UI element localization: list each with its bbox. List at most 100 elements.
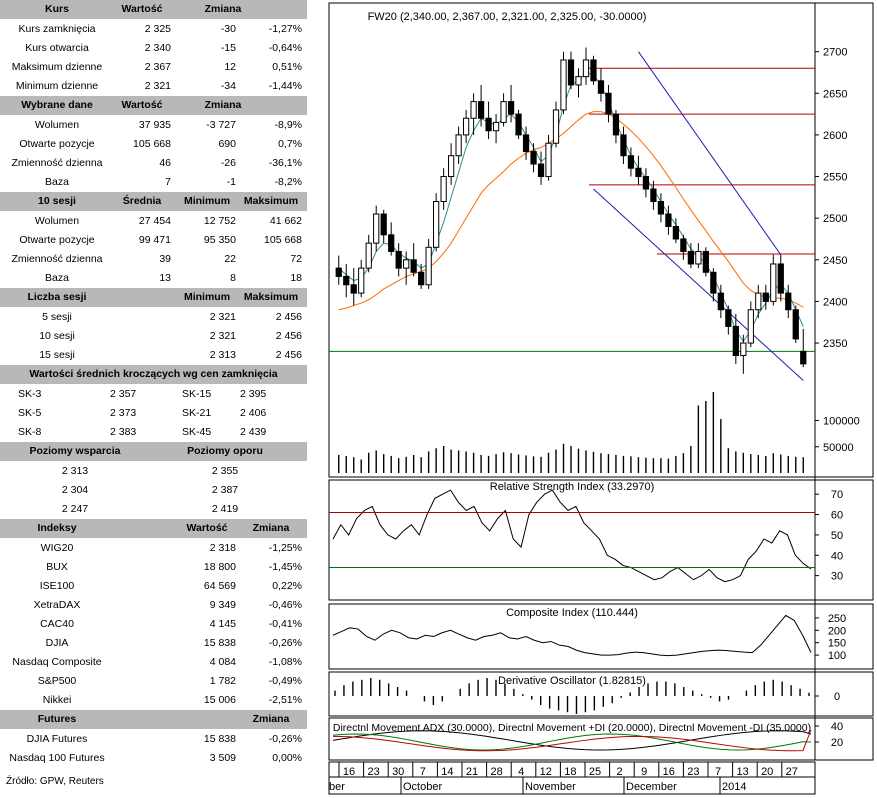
date-tick-label: 23 — [367, 766, 379, 778]
candle-body — [522, 134, 530, 153]
kurs-cell: 0,51% — [272, 61, 302, 73]
rsi-tick-label: 60 — [831, 510, 843, 522]
candle — [335, 255, 342, 285]
rsi-tick-label: 40 — [831, 550, 843, 562]
kurs-row: Kurs zamknięcia 2 325 -30 -1,27% — [0, 20, 307, 39]
candle-body — [635, 167, 642, 178]
date-tick-label: 16 — [343, 766, 355, 778]
candle-body — [552, 109, 560, 144]
candle-body — [500, 101, 507, 123]
candle — [800, 328, 807, 368]
kurs-cell: 12 — [224, 61, 236, 73]
indeksy-cell: BUX — [46, 561, 68, 573]
liczba-cell: 2 313 — [209, 349, 236, 361]
wybrane-cell: 46 — [159, 157, 171, 169]
candle — [492, 114, 500, 144]
chart-panel-frame — [328, 717, 874, 761]
candle-body — [455, 134, 462, 157]
candle-body — [717, 292, 724, 311]
liczba-row: 10 sesji 2 321 2 456 — [0, 327, 307, 346]
date-tick-label: 14 — [441, 766, 453, 778]
kurs-cell: Minimum dzienne — [15, 80, 99, 92]
date-tick-label: 18 — [564, 766, 576, 778]
candle-body — [642, 176, 650, 190]
sesji10-cell: 105 668 — [264, 234, 302, 246]
poziomy-cell: 2 387 — [211, 484, 239, 496]
candle — [365, 234, 372, 273]
kurs-header-cell: Zmiana — [204, 3, 242, 15]
dmi-plus-di-line — [332, 733, 812, 751]
liczba-cell: 2 456 — [275, 311, 302, 323]
dmi-tick-label: 20 — [831, 737, 843, 749]
wybrane-header-cell: Zmiana — [204, 99, 242, 111]
date-tick-label: 16 — [663, 766, 675, 778]
candle-body — [597, 80, 605, 94]
month-label: ber — [329, 781, 345, 793]
indeksy-cell: DJIA — [45, 637, 69, 649]
wybrane-header: Wybrane dane Wartość Zmiana — [0, 96, 307, 116]
indeksy-row: Nasdaq Composite 4 084 -1,08% — [0, 653, 307, 672]
month-label: 2014 — [722, 781, 746, 793]
candle-body — [582, 59, 590, 78]
indeksy-cell: 4 084 — [209, 656, 236, 668]
srednie-row: SK-8 2 383 SK-45 2 439 — [0, 423, 307, 442]
derivative-title: Derivative Oscillator (1.82815) — [498, 675, 646, 687]
price-tick-label: 2450 — [823, 255, 847, 267]
kurs-row: Kurs otwarcia 2 340 -15 -0,64% — [0, 39, 307, 58]
derivative-tick-label: 0 — [834, 691, 840, 703]
candle — [635, 155, 642, 185]
candle — [522, 126, 530, 160]
candle-body — [755, 292, 762, 311]
candle-body — [762, 292, 769, 302]
sesji10-row: Otwarte pozycje 99 471 95 350 105 668 — [0, 231, 307, 250]
candle-body — [695, 250, 702, 265]
candle-body — [612, 113, 620, 136]
dmi-tick-label: 40 — [831, 721, 843, 733]
candle — [740, 334, 747, 374]
candle — [620, 126, 627, 165]
candle — [710, 268, 717, 302]
kurs-header: Kurs Wartość Zmiana — [0, 0, 307, 20]
indeksy-row: DJIA 15 838 -0,26% — [0, 634, 307, 653]
srednie-cell: 2 373 — [110, 407, 137, 419]
wybrane-cell: -8,2% — [274, 176, 302, 188]
sma-short-line — [338, 71, 804, 343]
candle — [485, 101, 492, 140]
candle-body — [560, 59, 567, 111]
kurs-cell: -30 — [220, 23, 236, 35]
price-tick-label: 2400 — [823, 296, 847, 308]
srednie-row: SK-5 2 373 SK-21 2 406 — [0, 404, 307, 423]
candle — [530, 143, 537, 173]
wybrane-row: Zmienność dzienna 46 -26 -36,1% — [0, 154, 307, 173]
rsi-line — [332, 489, 812, 583]
candle — [590, 55, 597, 85]
sesji10-cell: Otwarte pozycje — [19, 234, 95, 246]
wybrane-cell: 690 — [218, 138, 236, 150]
candle — [425, 238, 432, 289]
kurs-cell: 2 325 — [144, 23, 171, 35]
wybrane-header-cell: Wartość — [121, 99, 163, 111]
wybrane-header-cell: Wybrane dane — [21, 99, 93, 111]
candle — [515, 109, 522, 140]
liczba-cell: 10 sesji — [39, 330, 75, 342]
candle-body — [470, 101, 477, 119]
candle-body — [657, 201, 665, 215]
futures-header: Futures Zmiana — [0, 710, 307, 730]
month-label: October — [403, 781, 442, 793]
futures-row: Nasdaq 100 Futures 3 509 0,00% — [0, 749, 307, 768]
candle — [388, 222, 395, 256]
indeksy-cell: 1 782 — [209, 675, 236, 687]
candle — [433, 193, 440, 252]
candle — [747, 301, 754, 348]
candle-body — [777, 263, 784, 294]
kurs-cell: -1,44% — [268, 80, 302, 92]
candle — [395, 243, 402, 277]
liczba-header-cell: Maksimum — [243, 291, 299, 303]
indeksy-cell: -0,26% — [268, 637, 302, 649]
kurs-cell: 2 321 — [144, 80, 171, 92]
date-tick-label: 13 — [736, 766, 748, 778]
date-tick-label: 7 — [715, 766, 721, 778]
kurs-cell: -0,64% — [268, 42, 302, 54]
futures-cell: 3 509 — [209, 752, 236, 764]
srednie-cell: SK-3 — [18, 388, 42, 400]
